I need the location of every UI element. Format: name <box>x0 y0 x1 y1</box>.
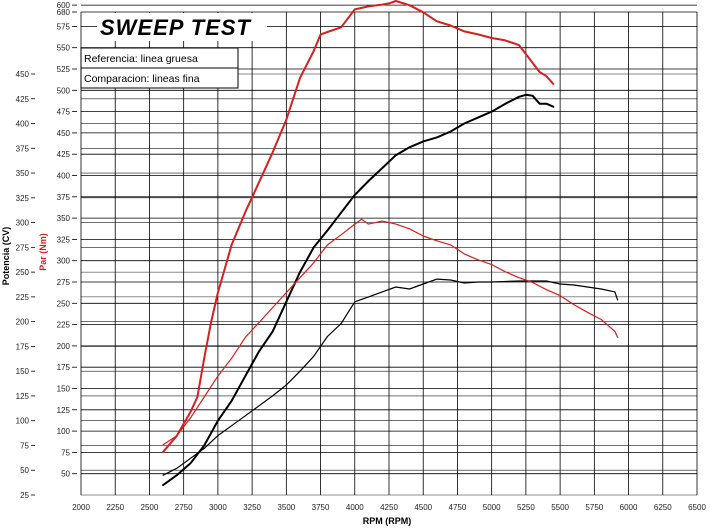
power-tick-label: 175 <box>16 342 30 351</box>
power-tick-label: 150 <box>16 367 30 376</box>
legend-comparison: Comparacion: lineas fina <box>84 73 200 85</box>
torque-axis-ticks: 50 75 100 125 150 175 200 225 250 275 300 325 350 375… <box>57 1 77 479</box>
power-tick-label: 25 <box>20 491 29 500</box>
power-tick-label: 450 <box>16 70 30 79</box>
power-tick-label: 100 <box>16 417 30 426</box>
power-tick-label: 400 <box>16 120 30 129</box>
torque-comparison-line <box>162 218 619 446</box>
x-tick-label: 2000 <box>72 503 90 512</box>
power-tick-label: 50 <box>20 466 29 475</box>
torque-tick-label: 680 <box>57 8 71 17</box>
power-tick-label: 350 <box>16 169 30 178</box>
torque-tick-label: 375 <box>57 193 71 202</box>
power-tick-label: 325 <box>16 194 30 203</box>
legend-box-comparison <box>80 67 239 89</box>
torque-tick-label: 575 <box>57 22 71 31</box>
power-tick-label: 375 <box>16 144 30 153</box>
torque-tick-label: 550 <box>57 44 71 53</box>
x-tick-label: 2750 <box>175 503 193 512</box>
torque-tick-label: 350 <box>57 214 71 223</box>
series-group <box>162 0 619 487</box>
x-tick-label: 5000 <box>483 503 501 512</box>
torque-tick-label: 600 <box>57 1 71 10</box>
power-tick-label: 200 <box>16 318 30 327</box>
torque-tick-label: 100 <box>57 427 71 436</box>
power-tick-label: 125 <box>16 392 30 401</box>
x-tick-label: 6500 <box>688 503 706 512</box>
power-tick-label: 300 <box>16 219 30 228</box>
x-tick-label: 4250 <box>380 503 398 512</box>
torque-tick-label: 200 <box>57 342 71 351</box>
power-axis-ticks: 25 50 75 100 125 150 175 200 225 250 275 300 325 350 3… <box>16 70 35 500</box>
torque-tick-label: 325 <box>57 235 71 244</box>
x-tick-label: 5250 <box>517 503 535 512</box>
title-background <box>97 13 267 41</box>
torque-axis-title: Par (Nm) <box>38 233 48 271</box>
x-tick-label: 3250 <box>243 503 261 512</box>
power-tick-label: 425 <box>16 95 30 104</box>
x-tick-label: 2250 <box>106 503 124 512</box>
x-tick-label: 3750 <box>312 503 330 512</box>
power-tick-label: 75 <box>20 441 29 450</box>
x-tick-label: 5500 <box>551 503 569 512</box>
x-tick-label: 6250 <box>654 503 672 512</box>
legend: Referencia: linea gruesa Comparacion: li… <box>80 47 239 89</box>
torque-tick-label: 425 <box>57 150 71 159</box>
torque-tick-label: 450 <box>57 129 71 138</box>
torque-tick-label: 150 <box>57 385 71 394</box>
x-tick-label: 4000 <box>346 503 364 512</box>
torque-tick-label: 475 <box>57 108 71 117</box>
power-reference-line <box>162 93 555 487</box>
chart-title: SWEEP TEST <box>100 15 252 40</box>
torque-tick-label: 250 <box>57 299 71 308</box>
torque-tick-label: 275 <box>57 278 71 287</box>
power-tick-label: 225 <box>16 293 30 302</box>
torque-tick-label: 525 <box>57 65 71 74</box>
torque-tick-label: 300 <box>57 257 71 266</box>
power-tick-label: 275 <box>16 243 30 252</box>
grid-lines <box>80 4 698 496</box>
torque-tick-label: 175 <box>57 363 71 372</box>
torque-tick-label: 500 <box>57 86 71 95</box>
torque-reference-line <box>162 0 555 453</box>
x-tick-label: 3500 <box>277 503 295 512</box>
torque-tick-label: 75 <box>61 448 70 457</box>
x-tick-label: 2500 <box>141 503 159 512</box>
x-tick-label: 5750 <box>585 503 603 512</box>
x-tick-label: 6000 <box>620 503 638 512</box>
x-tick-label: 4750 <box>449 503 467 512</box>
power-tick-label: 250 <box>16 268 30 277</box>
legend-reference: Referencia: linea gruesa <box>84 53 198 65</box>
power-comparison-line <box>162 278 619 476</box>
torque-tick-label: 125 <box>57 406 71 415</box>
x-axis-title: RPM (RPM) <box>363 516 412 526</box>
x-axis-ticks: 2000 2250 2500 2750 3000 3250 3500 3750 4000 4250… <box>72 503 706 512</box>
torque-tick-label: 225 <box>57 321 71 330</box>
torque-tick-label: 50 <box>61 470 70 479</box>
power-axis-title: Potencia (CV) <box>1 227 11 286</box>
x-tick-label: 4500 <box>414 503 432 512</box>
torque-tick-label: 400 <box>57 172 71 181</box>
x-tick-label: 3000 <box>209 503 227 512</box>
